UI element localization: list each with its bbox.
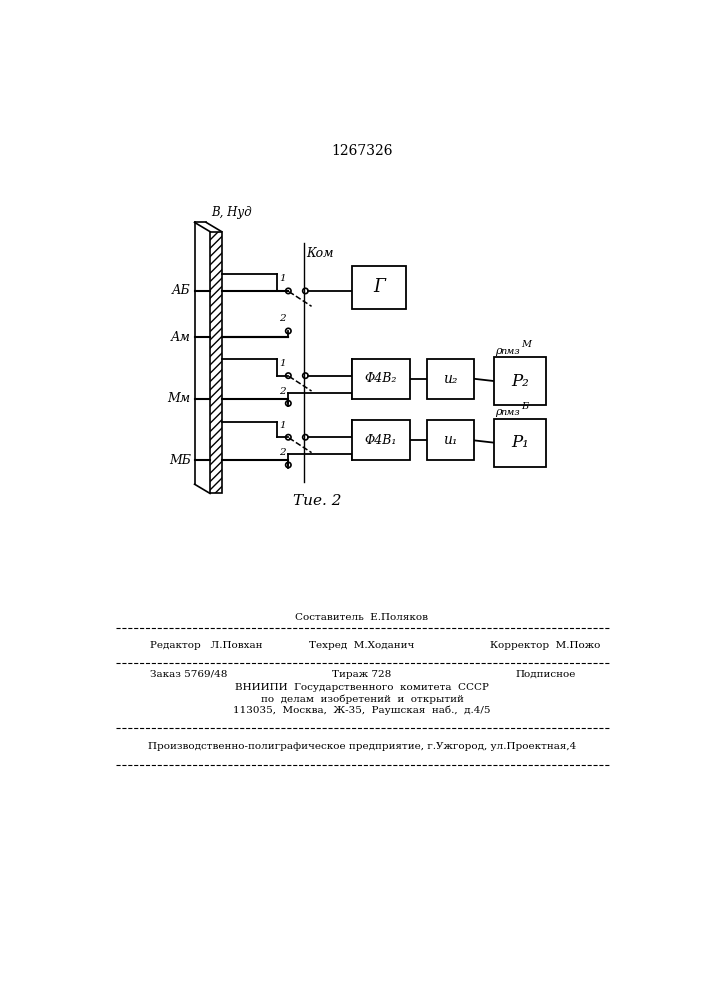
- Text: Φ4В₁: Φ4В₁: [365, 434, 397, 447]
- Bar: [427, 359, 474, 399]
- Text: пмз: пмз: [501, 347, 520, 356]
- Bar: [352, 420, 410, 460]
- Bar: [427, 420, 474, 460]
- Text: 2: 2: [279, 448, 286, 457]
- Text: Подписное: Подписное: [515, 670, 575, 679]
- Text: 1: 1: [279, 359, 286, 368]
- Text: 1267326: 1267326: [331, 144, 392, 158]
- Bar: [210, 232, 222, 493]
- Text: Редактор   Л.Повхан: Редактор Л.Повхан: [151, 641, 263, 650]
- Text: 113035,  Москва,  Ж-35,  Раушская  наб.,  д.4/5: 113035, Москва, Ж-35, Раушская наб., д.4…: [233, 706, 491, 715]
- Text: ВНИИПИ  Государственного  комитета  СССР: ВНИИПИ Государственного комитета СССР: [235, 683, 489, 692]
- Text: Составитель  Е.Поляков: Составитель Е.Поляков: [296, 613, 428, 622]
- Text: 1: 1: [279, 274, 286, 283]
- Bar: [493, 357, 547, 405]
- Text: Р₂: Р₂: [511, 373, 529, 390]
- Text: МБ: МБ: [169, 454, 191, 467]
- Text: по  делам  изобретений  и  открытий: по делам изобретений и открытий: [260, 694, 463, 704]
- Text: Корректор  М.Пожо: Корректор М.Пожо: [491, 641, 601, 650]
- Text: и₂: и₂: [443, 372, 457, 386]
- Text: Ам: Ам: [171, 331, 191, 344]
- Bar: [493, 419, 547, 466]
- Text: Заказ 5769/48: Заказ 5769/48: [151, 670, 228, 679]
- Text: 2: 2: [279, 387, 286, 396]
- Text: Τие. 2: Τие. 2: [293, 494, 341, 508]
- Bar: [352, 266, 406, 309]
- Text: Тираж 728: Тираж 728: [332, 670, 392, 679]
- Text: Мм: Мм: [168, 392, 191, 405]
- Text: Г: Г: [373, 278, 385, 296]
- Text: Р₁: Р₁: [511, 434, 529, 451]
- Text: ρ: ρ: [495, 407, 502, 417]
- Text: Φ4В₂: Φ4В₂: [365, 372, 397, 385]
- Text: 2: 2: [279, 314, 286, 323]
- Text: Техред  М.Ходанич: Техред М.Ходанич: [309, 641, 414, 650]
- Text: Производственно-полиграфическое предприятие, г.Ужгород, ул.Проектная,4: Производственно-полиграфическое предприя…: [148, 742, 576, 751]
- Text: пмз: пмз: [501, 408, 520, 417]
- Text: ρ: ρ: [495, 346, 502, 356]
- Text: М: М: [522, 340, 532, 349]
- Text: Б: Б: [522, 402, 529, 411]
- Text: 1: 1: [279, 421, 286, 430]
- Text: и₁: и₁: [443, 433, 457, 447]
- Bar: [352, 359, 410, 399]
- Text: В, Нуд: В, Нуд: [211, 206, 252, 219]
- Text: Ком: Ком: [306, 247, 334, 260]
- Text: АБ: АБ: [172, 284, 191, 297]
